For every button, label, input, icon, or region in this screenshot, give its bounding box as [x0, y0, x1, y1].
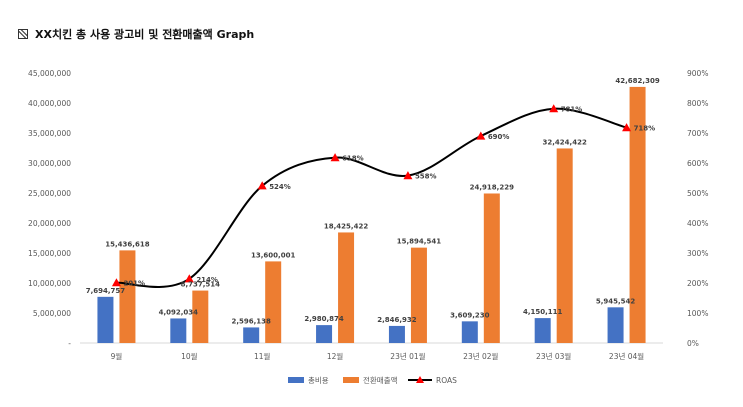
right-axis-tick-label: 800%: [687, 99, 708, 108]
right-axis-tick-label: 700%: [687, 129, 708, 138]
left-axis-tick-label: 15,000,000: [28, 249, 71, 258]
right-axis-tick-label: 300%: [687, 249, 708, 258]
roas-data-label: 690%: [488, 133, 510, 141]
cost-bar: [170, 318, 187, 343]
cost-data-label: 2,596,138: [231, 317, 271, 325]
right-axis-tick-label: 900%: [687, 69, 708, 78]
revenue-bar: [556, 148, 573, 343]
left-axis-tick-label: 20,000,000: [28, 219, 71, 228]
left-axis-tick-label: 45,000,000: [28, 69, 71, 78]
cost-data-label: 7,694,757: [86, 287, 126, 295]
legend-marker-roas: [416, 376, 424, 383]
revenue-bar: [192, 290, 209, 343]
roas-line: [116, 107, 627, 288]
cost-data-label: 4,092,034: [159, 308, 199, 316]
roas-marker: [257, 181, 267, 190]
roas-marker: [403, 171, 413, 180]
striped-square-icon: [18, 29, 28, 39]
legend-swatch-cost: [288, 377, 304, 383]
revenue-data-label: 15,436,618: [105, 240, 149, 248]
cost-data-label: 3,609,230: [450, 311, 490, 319]
right-axis-tick-label: 0%: [687, 339, 699, 348]
left-axis-tick-label: -: [68, 339, 71, 348]
right-axis-tick-label: 500%: [687, 189, 708, 198]
chart-title-text: XX치킨 총 사용 광고비 및 전환매출액 Graph: [35, 28, 255, 41]
revenue-data-label: 42,682,309: [615, 77, 659, 85]
revenue-bar: [483, 193, 500, 343]
roas-data-label: 558%: [415, 173, 437, 181]
revenue-bar: [265, 261, 282, 343]
cost-bar: [607, 307, 624, 343]
x-axis-category-label: 23년 03월: [536, 351, 571, 361]
roas-data-label: 781%: [561, 106, 583, 114]
roas-data-label: 718%: [634, 125, 656, 133]
cost-bar: [316, 325, 333, 343]
cost-data-label: 4,150,111: [523, 308, 563, 316]
cost-bar: [97, 296, 114, 343]
revenue-data-label: 24,918,229: [470, 183, 514, 191]
revenue-data-label: 15,894,541: [397, 238, 441, 246]
x-axis-category-label: 11월: [254, 351, 271, 361]
revenue-bar: [338, 232, 355, 343]
revenue-bar: [410, 247, 427, 343]
legend-label-revenue: 전환매출액: [363, 375, 398, 385]
roas-data-label: 524%: [269, 183, 291, 191]
left-axis-tick-label: 10,000,000: [28, 279, 71, 288]
cost-data-label: 2,980,874: [304, 315, 344, 323]
legend-swatch-revenue: [343, 377, 359, 383]
roas-marker: [184, 274, 194, 283]
right-axis-tick-label: 200%: [687, 279, 708, 288]
revenue-data-label: 8,737,514: [181, 281, 221, 289]
roas-data-label: 201%: [123, 280, 145, 288]
left-axis-tick-label: 25,000,000: [28, 189, 71, 198]
legend-label-cost: 총비용: [308, 376, 329, 385]
roas-data-label: 214%: [196, 276, 218, 284]
cost-bar: [534, 318, 551, 343]
revenue-data-label: 18,425,422: [324, 222, 368, 230]
roas-marker: [622, 123, 632, 132]
x-axis-category-label: 9월: [111, 351, 123, 361]
revenue-bar: [119, 250, 136, 343]
roas-data-label: 618%: [342, 155, 364, 163]
left-axis-tick-label: 30,000,000: [28, 159, 71, 168]
cost-bar: [243, 327, 260, 343]
x-axis-category-label: 12월: [327, 351, 344, 361]
legend-label-roas: ROAS: [436, 376, 457, 385]
cost-bar: [461, 321, 478, 343]
roas-marker: [111, 278, 121, 287]
x-axis-category-label: 23년 01월: [390, 351, 425, 361]
cost-data-label: 2,846,932: [377, 316, 417, 324]
roas-marker: [330, 153, 340, 162]
right-axis-tick-label: 100%: [687, 309, 708, 318]
left-axis-tick-label: 35,000,000: [28, 129, 71, 138]
x-axis-category-label: 23년 02월: [463, 351, 498, 361]
x-axis-category-label: 10월: [181, 351, 198, 361]
cost-data-label: 5,945,542: [596, 297, 636, 305]
x-axis-category-label: 23년 04월: [609, 351, 644, 361]
chart-title: XX치킨 총 사용 광고비 및 전환매출액 Graph: [18, 26, 254, 42]
left-axis-tick-label: 40,000,000: [28, 99, 71, 108]
roas-marker: [476, 131, 486, 140]
right-axis-tick-label: 400%: [687, 219, 708, 228]
left-axis-tick-label: 5,000,000: [33, 309, 71, 318]
revenue-data-label: 13,600,001: [251, 251, 295, 259]
right-axis-tick-label: 600%: [687, 159, 708, 168]
cost-bar: [388, 325, 405, 343]
revenue-bar: [629, 86, 646, 344]
revenue-data-label: 32,424,422: [543, 138, 587, 146]
roas-marker: [549, 104, 559, 113]
